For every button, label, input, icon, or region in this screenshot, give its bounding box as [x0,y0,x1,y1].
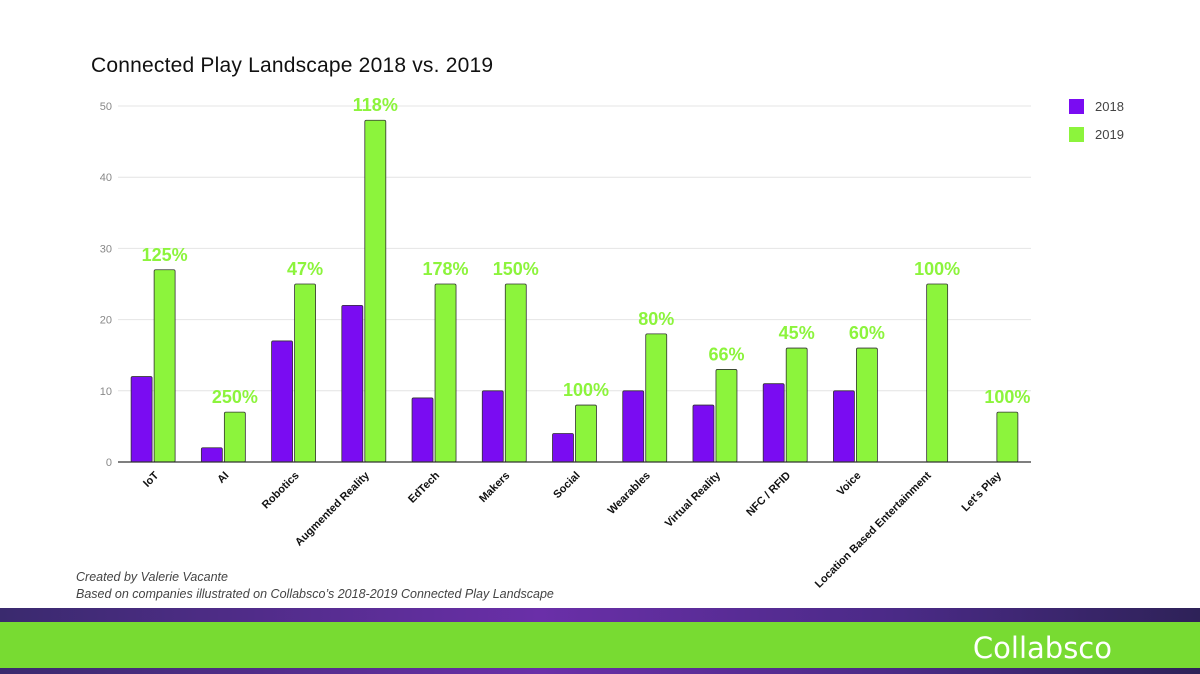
bar-2019-2 [294,283,316,463]
growth-label: 118% [353,95,398,115]
bar-2018-10 [833,390,855,463]
x-tick-label: Wearables [606,470,653,517]
x-tick-label: Location Based Entertainment [813,469,934,590]
bar-2018-7 [622,390,645,463]
y-tick-label: 10 [100,386,112,398]
bar-2019-7 [645,333,668,463]
bar-2018-1 [200,447,223,463]
x-tick-label: Virtual Reality [663,469,724,530]
bar-2018-4 [411,397,434,463]
bar-2019-0 [153,269,176,463]
y-tick-label: 40 [100,172,112,184]
brand-logo-text: Collabsco [972,631,1112,665]
legend-swatch-2018 [1069,99,1084,114]
legend-label-2019: 2019 [1095,127,1124,142]
growth-label: 66% [708,344,744,364]
growth-label: 47% [287,259,323,279]
bar-2018-2 [271,340,293,463]
legend-swatch-2019 [1069,127,1084,142]
growth-label: 178% [423,259,469,279]
bar-2019-8 [715,369,738,463]
bar-2019-10 [856,347,878,463]
bar-2019-1 [223,411,246,463]
chart-title: Connected Play Landscape 2018 vs. 2019 [91,54,494,77]
bar-2019-12 [996,411,1019,463]
legend: 2018 2019 [1069,99,1124,142]
bar-2018-8 [692,404,715,463]
y-tick-label: 0 [106,457,112,469]
y-tick-label: 50 [100,101,112,113]
x-tick-label: Makers [477,470,512,505]
bar-2018-6 [552,433,574,463]
growth-label: 60% [849,323,885,343]
x-tick-label: Robotics [260,470,302,512]
growth-label: 100% [984,387,1030,407]
bar-layer [130,119,1019,463]
bar-2018-9 [762,383,785,463]
bar-2018-0 [130,376,153,463]
x-tick-label: EdTech [406,469,442,505]
credit-source: Based on companies illustrated on Collab… [76,587,554,601]
growth-label: 100% [563,380,609,400]
bar-2019-11 [926,283,949,463]
growth-label: 100% [914,259,960,279]
bar-2019-6 [575,404,597,463]
growth-label: 45% [779,323,815,343]
bar-chart: 125% 250% 47% 118% 178% 150% 100% 80% 66% 45% 60% 1… [100,95,1124,590]
growth-label: 150% [493,259,539,279]
bar-2019-3 [364,119,387,463]
footer-green-bar [0,622,1200,668]
bar-2019-4 [434,283,457,463]
grid-layer [118,105,1031,392]
growth-label: 125% [142,245,188,265]
bar-2019-9 [785,347,808,463]
x-tick-label: AI [215,470,231,486]
x-tick-label: IoT [141,469,161,489]
credit-author: Created by Valerie Vacante [76,570,228,584]
x-tick-label: NFC / RFID [744,470,793,519]
x-tick-label: Voice [835,470,864,499]
legend-label-2018: 2018 [1095,99,1124,114]
bar-2018-3 [341,304,364,463]
y-tick-label: 30 [100,243,112,255]
growth-label: 80% [638,309,674,329]
x-tick-label: Augmented Reality [293,469,373,549]
growth-label: 250% [212,387,258,407]
x-tick-label: Let's Play [960,469,1005,514]
y-tick-label: 20 [100,315,112,327]
x-tick-label: Social [551,470,582,501]
label-layer: 125% 250% 47% 118% 178% 150% 100% 80% 66% 45% 60% 1… [142,95,1031,407]
bar-2018-5 [481,390,504,463]
bar-2019-5 [504,283,527,463]
